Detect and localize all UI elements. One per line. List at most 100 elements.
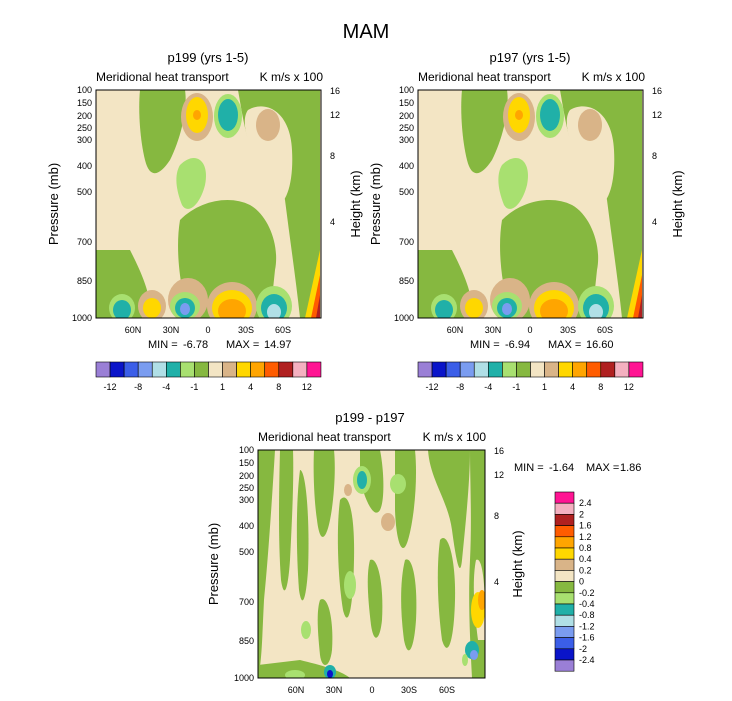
min-value: -6.94: [505, 339, 530, 351]
contour-region: [502, 303, 512, 315]
plot-area: [418, 90, 643, 318]
colorbar-swatch: [516, 361, 531, 378]
colorbar-label: 4: [248, 382, 253, 392]
contour-region: [327, 670, 333, 678]
x-tick-label: 0: [527, 325, 532, 335]
y-tick-label: 300: [77, 135, 92, 145]
contour-region: [296, 470, 309, 601]
colorbar-swatch: [306, 361, 322, 378]
contour-region: [478, 590, 485, 610]
colorbar-label: -12: [426, 382, 439, 392]
colorbar-label: -12: [104, 382, 117, 392]
colorbar-label: 1.6: [579, 521, 592, 531]
y-tick-label: 700: [77, 237, 92, 247]
colorbar-swatch: [473, 361, 489, 378]
contour-region: [470, 650, 478, 660]
colorbar-swatch: [554, 659, 575, 672]
colorbar-swatch: [292, 361, 308, 378]
max-value: 16.60: [586, 339, 614, 351]
contour-region: [357, 471, 367, 489]
x-tick-label: 30N: [163, 325, 180, 335]
contour-region: [437, 538, 456, 648]
y-axis-label: Pressure (mb): [46, 163, 61, 245]
colorbar-swatch: [208, 361, 223, 378]
colorbar-label: 0.4: [579, 554, 592, 564]
colorbar-swatch: [109, 361, 125, 378]
x-tick-label: 30N: [485, 325, 502, 335]
y-tick-label: 200: [239, 471, 254, 481]
latitude-axis: 60N 30N 0 30S 60S: [288, 685, 455, 695]
colorbar-diff: 2.42 1.61.20.80.40.2 0-0.2-0.4-0.8-1.2 -1.6…: [554, 491, 595, 672]
x-tick-label: 60S: [597, 325, 613, 335]
colorbar-swatch: [459, 361, 475, 378]
y-tick-label: 150: [399, 98, 414, 108]
y-tick-label: 200: [77, 111, 92, 121]
y-tick-label: 250: [239, 483, 254, 493]
y-tick-label: 500: [77, 187, 92, 197]
colorbar-label: 8: [276, 382, 281, 392]
colorbar-swatch: [600, 361, 616, 378]
contour-region: [316, 295, 320, 318]
figure-title: MAM: [343, 21, 390, 43]
colorbar-label: -0.2: [579, 588, 595, 598]
height-axis: 16 12 8 4: [330, 86, 340, 227]
contour-region: [540, 299, 568, 318]
contour-region: [193, 110, 201, 120]
contour-region: [633, 275, 642, 318]
y-right-tick-label: 12: [494, 470, 504, 480]
y-tick-label: 100: [399, 85, 414, 95]
colorbar-swatch: [194, 361, 209, 378]
colorbar-label: 12: [302, 382, 312, 392]
contour-region: [566, 106, 615, 206]
contour-region: [435, 300, 453, 318]
y-tick-label: 1000: [72, 313, 92, 323]
x-tick-label: 0: [369, 685, 374, 695]
colorbar-label: 0.2: [579, 565, 592, 575]
colorbar-label: -0.8: [579, 610, 595, 620]
colorbar-swatch: [431, 361, 447, 378]
colorbar-swatch: [554, 592, 575, 605]
colorbar-swatch: [586, 361, 602, 378]
x-tick-label: 60S: [439, 685, 455, 695]
colorbar-label: 0.8: [579, 543, 592, 553]
y-right-tick-label: 4: [652, 217, 657, 227]
y-right-axis-label: Height (km): [670, 170, 685, 237]
y-right-axis-label: Height (km): [510, 530, 525, 597]
contour-region: [143, 298, 161, 318]
colorbar-swatch: [554, 603, 575, 616]
subtitle-left: Meridional heat transport: [258, 430, 391, 444]
contour-region: [96, 250, 152, 318]
y-right-tick-label: 4: [330, 217, 335, 227]
y-right-tick-label: 8: [652, 151, 657, 161]
y-right-tick-label: 16: [330, 86, 340, 96]
subtitle-left: Meridional heat transport: [96, 70, 229, 84]
max-value: 14.97: [264, 339, 292, 351]
x-tick-label: 60N: [288, 685, 305, 695]
plot-frame: [257, 449, 486, 679]
max-label: MAX =: [586, 462, 619, 474]
max-label: MAX =: [548, 339, 581, 351]
plot-area: [96, 90, 321, 318]
x-tick-label: 60N: [447, 325, 464, 335]
contour-region: [258, 450, 275, 678]
colorbar-swatch: [614, 361, 630, 378]
height-axis: 16 12 8 4: [652, 86, 662, 227]
panel-p197: p197 (yrs 1-5) Meridional heat transport…: [368, 50, 685, 351]
colorbar-label: 1.2: [579, 532, 592, 542]
contour-region: [498, 157, 528, 209]
colorbar-swatch: [554, 637, 575, 650]
x-tick-label: 60S: [275, 325, 291, 335]
colorbar-swatch: [502, 361, 517, 378]
subtitle-right: K m/s x 100: [423, 430, 487, 444]
colorbar-swatch: [222, 361, 237, 378]
y-tick-label: 200: [399, 111, 414, 121]
colorbar-swatch: [554, 547, 575, 560]
contour-fields: [418, 90, 642, 318]
colorbar-swatch: [137, 361, 153, 378]
colorbar-swatch: [554, 514, 575, 526]
y-tick-label: 500: [399, 187, 414, 197]
x-tick-label: 0: [205, 325, 210, 335]
plot-frame: [95, 89, 322, 319]
colorbar-swatch: [544, 361, 559, 378]
